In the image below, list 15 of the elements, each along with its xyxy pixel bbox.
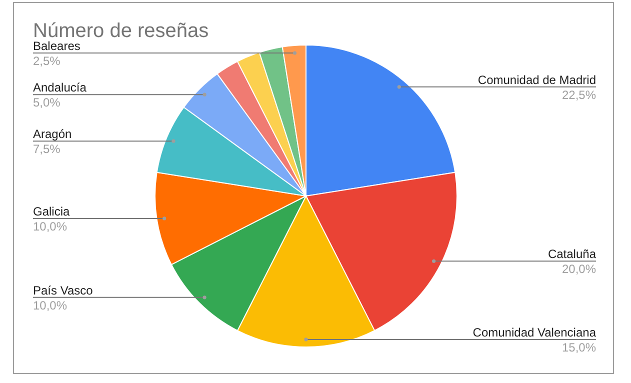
slice-label: Cataluña [548, 247, 596, 262]
slice-label: Andalucía [33, 80, 87, 95]
data-label: 20,0% [562, 262, 596, 276]
slice-label: Comunidad de Madrid [478, 72, 596, 87]
slice-label: País Vasco [33, 283, 94, 298]
data-label: 10,0% [33, 298, 68, 312]
data-label: 5,0% [33, 96, 61, 110]
data-label: 7,5% [33, 142, 61, 156]
data-label: 2,5% [33, 54, 61, 68]
data-label: 10,0% [33, 219, 68, 234]
slice-label: Aragón [33, 127, 72, 142]
data-label: 15,0% [562, 340, 596, 354]
data-label: 22,5% [562, 88, 596, 102]
slice-label: Galicia [33, 204, 70, 218]
slice-label: Comunidad Valenciana [472, 325, 596, 340]
